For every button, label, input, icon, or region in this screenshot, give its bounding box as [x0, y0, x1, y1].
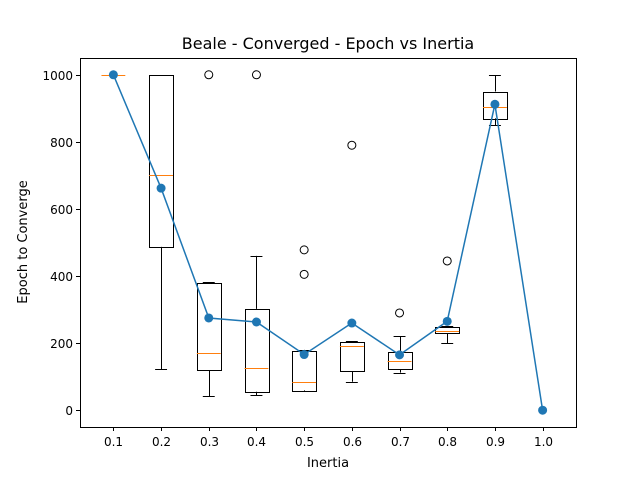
y-axis-label: Epoch to Converge [16, 180, 31, 303]
chart-title: Beale - Converged - Epoch vs Inertia [182, 34, 474, 53]
box [435, 327, 460, 334]
mean-point [299, 350, 309, 360]
mean-point [204, 313, 214, 323]
plot-area: 0 200 400 600 800 1000 0.1 0.2 0.3 0.4 0.5 0.6 0.7 0.… [42, 58, 577, 449]
mean-line [112, 74, 544, 411]
x-tick-label: 0.2 [152, 435, 171, 449]
outlier-point [395, 308, 405, 318]
box [340, 342, 365, 372]
x-tick-label: 0.5 [295, 435, 314, 449]
box [197, 283, 222, 371]
outlier-point [299, 269, 309, 279]
box [483, 92, 508, 120]
x-tick-label: 0.4 [247, 435, 266, 449]
x-tick-label: 0.3 [200, 435, 219, 449]
outlier-point [347, 140, 357, 150]
x-tick-label: 0.1 [104, 435, 123, 449]
mean-point [251, 317, 261, 327]
outlier-point [442, 256, 452, 266]
outlier-point [299, 245, 309, 255]
mean-point [538, 405, 548, 415]
box [245, 309, 270, 393]
mean-point [156, 183, 166, 193]
y-tick-label: 600 [50, 203, 73, 217]
y-tick-label: 800 [50, 136, 73, 150]
y-tick-label: 0 [65, 404, 73, 418]
mean-point [347, 318, 357, 328]
x-tick-label: 0.9 [486, 435, 505, 449]
mean-point [442, 316, 452, 326]
box [149, 75, 174, 248]
y-tick-label: 1000 [42, 69, 73, 83]
x-tick-label: 0.7 [391, 435, 410, 449]
mean-point [108, 70, 118, 80]
outlier-point [251, 70, 261, 80]
x-axis-label: Inertia [307, 456, 349, 471]
x-tick-label: 0.6 [343, 435, 362, 449]
y-tick-label: 400 [50, 270, 73, 284]
y-tick-label: 200 [50, 337, 73, 351]
x-tick-label: 1.0 [534, 435, 553, 449]
x-tick-label: 0.8 [438, 435, 457, 449]
mean-point [395, 350, 405, 360]
axes-frame [80, 58, 577, 428]
mean-point [490, 99, 500, 109]
outlier-point [204, 70, 214, 80]
